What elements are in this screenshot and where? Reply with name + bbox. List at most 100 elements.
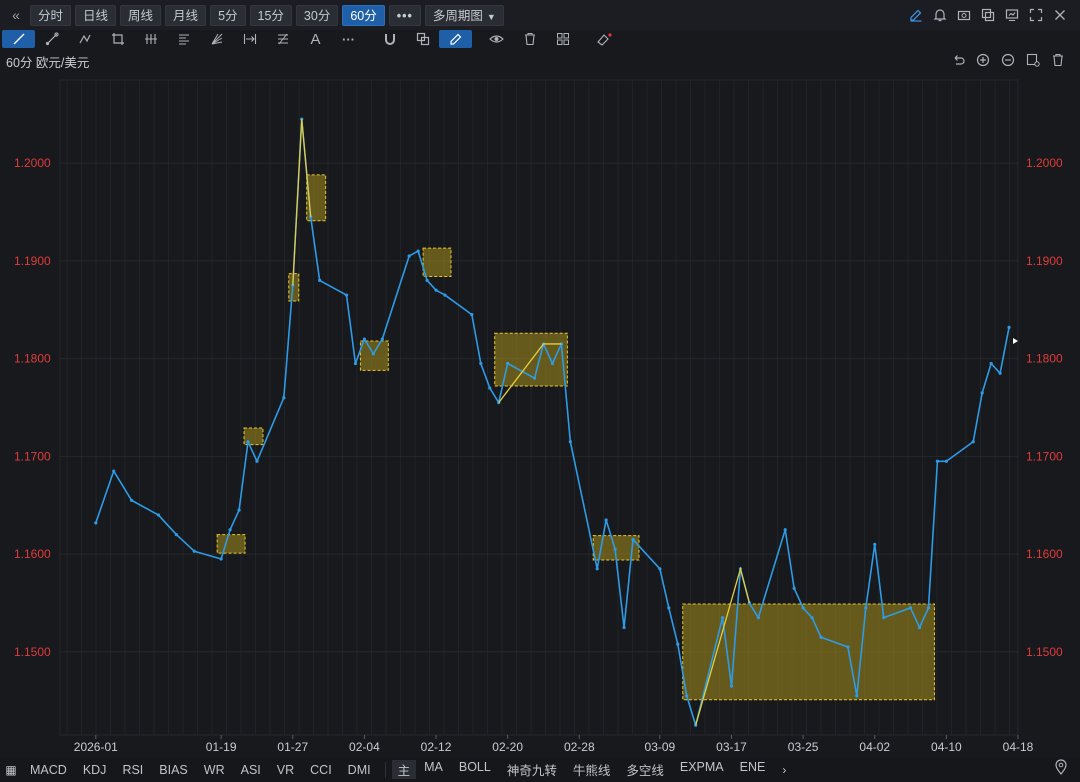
- multi-period-dropdown[interactable]: 多周期图 ▼: [424, 4, 504, 26]
- price-point: [237, 508, 241, 512]
- pattern-box-8: [682, 603, 935, 701]
- period-tab-5[interactable]: 15分: [249, 4, 292, 26]
- settings-icon[interactable]: [1020, 51, 1045, 69]
- price-point: [864, 606, 868, 610]
- period-tab-7[interactable]: 60分: [342, 4, 385, 26]
- group-icon[interactable]: [546, 30, 579, 48]
- indicator-r-3[interactable]: 牛熊线: [572, 764, 611, 778]
- range-tool-icon[interactable]: [233, 30, 266, 48]
- indicator-r-0[interactable]: MA: [424, 760, 443, 774]
- delete-icon[interactable]: [1045, 51, 1070, 69]
- price-point: [550, 361, 555, 366]
- price-point: [595, 567, 599, 571]
- period-tab-4[interactable]: 5分: [210, 4, 246, 26]
- copy-window-icon[interactable]: [976, 4, 1000, 26]
- pattern-box-3: [306, 174, 327, 222]
- plot-frame: [59, 79, 1019, 736]
- layers-icon[interactable]: [406, 30, 439, 48]
- indicator-l-3[interactable]: BIAS: [159, 762, 188, 777]
- indicator-r-5[interactable]: EXPMA: [679, 760, 724, 774]
- main-indicator-label[interactable]: 主: [391, 760, 417, 779]
- y-tick-right: 1.1700: [1026, 449, 1063, 463]
- monitor-icon[interactable]: [1000, 4, 1024, 26]
- price-chart[interactable]: 1.1500 1.1500 1.1600 1.1600 1.1700 1.1700 1.18…: [0, 70, 1080, 757]
- x-tick-label: 02-20: [492, 740, 523, 754]
- fan-tool-icon[interactable]: [200, 30, 233, 48]
- period-tab-2[interactable]: 周线: [120, 4, 162, 26]
- parallel-lines-icon[interactable]: [167, 30, 200, 48]
- collapse-left-icon[interactable]: «: [12, 7, 20, 23]
- price-point: [344, 293, 349, 297]
- price-point: [926, 606, 931, 610]
- x-tick-label: 02-04: [349, 740, 380, 754]
- trash-icon[interactable]: [513, 30, 546, 48]
- zoom-out-icon[interactable]: [995, 51, 1020, 69]
- period-tab-0[interactable]: 分时: [30, 4, 72, 26]
- indicator-r-6[interactable]: ENE: [739, 760, 766, 774]
- price-point: [971, 440, 975, 444]
- period-tab-6[interactable]: 30分: [295, 4, 339, 26]
- price-point: [425, 278, 429, 283]
- fork-tool-icon[interactable]: [134, 30, 167, 48]
- indicator-l-6[interactable]: VR: [276, 762, 295, 777]
- price-point: [613, 547, 617, 551]
- line-tool-icon[interactable]: [2, 30, 35, 48]
- indicator-r-1[interactable]: BOLL: [458, 760, 491, 774]
- close-icon[interactable]: [1048, 4, 1072, 26]
- y-tick-left: 1.1700: [14, 449, 51, 463]
- divider: [384, 761, 386, 778]
- price-point: [792, 586, 796, 590]
- camera-icon[interactable]: [952, 4, 976, 26]
- price-point: [783, 528, 787, 532]
- eye-icon[interactable]: [480, 30, 513, 48]
- price-point: [362, 337, 367, 341]
- crop-tool-icon[interactable]: [101, 30, 134, 48]
- chevron-down-icon: ▼: [486, 11, 496, 22]
- period-tab-3[interactable]: 月线: [165, 4, 207, 26]
- price-point: [228, 528, 232, 532]
- x-tick-label: 01-19: [206, 740, 237, 754]
- indicator-l-2[interactable]: RSI: [122, 762, 144, 777]
- indicator-l-5[interactable]: ASI: [240, 762, 261, 777]
- chevron-right-icon[interactable]: ›: [782, 762, 787, 777]
- indicator-r-4[interactable]: 多空线: [626, 764, 664, 778]
- chart-controls: [945, 51, 1070, 69]
- x-tick-label: 2026-01: [74, 740, 118, 754]
- indicator-l-0[interactable]: MACD: [30, 762, 67, 777]
- price-point: [479, 361, 483, 366]
- indicator-l-4[interactable]: WR: [203, 762, 225, 777]
- pencil-icon[interactable]: [904, 4, 928, 26]
- calendar-grid-icon[interactable]: ▦: [5, 762, 17, 777]
- ray-tool-icon[interactable]: [35, 30, 68, 48]
- text-tool-icon[interactable]: A: [310, 30, 321, 48]
- more-periods-button[interactable]: •••: [388, 4, 421, 26]
- price-point: [729, 684, 734, 688]
- price-point: [443, 293, 447, 297]
- indicator-l-8[interactable]: DMI: [347, 762, 371, 777]
- indicator-l-1[interactable]: KDJ: [82, 762, 107, 777]
- more-tools-icon[interactable]: ···: [342, 31, 355, 47]
- eraser-icon[interactable]: [587, 30, 620, 48]
- price-point: [685, 694, 689, 698]
- price-point: [112, 469, 116, 473]
- period-tab-1[interactable]: 日线: [75, 4, 117, 26]
- fib-tool-icon[interactable]: [266, 30, 299, 48]
- y-tick-left: 1.1500: [14, 645, 51, 659]
- polyline-tool-icon[interactable]: [68, 30, 101, 48]
- indicator-r-2[interactable]: 神奇九转: [506, 764, 557, 778]
- bell-icon[interactable]: [928, 4, 952, 26]
- undo-icon[interactable]: [945, 51, 970, 69]
- price-point: [1007, 325, 1011, 329]
- indicators-left: MACD KDJ RSI BIAS WR ASI VR CCI DMI: [22, 763, 379, 777]
- y-tick-left: 1.1600: [14, 547, 51, 561]
- fullscreen-icon[interactable]: [1024, 4, 1048, 26]
- y-tick-right: 1.1800: [1026, 352, 1063, 366]
- draw-active-icon[interactable]: [439, 30, 472, 48]
- x-tick-label: 03-17: [716, 740, 747, 754]
- multi-period-label: 多周期图: [432, 8, 483, 23]
- indicator-l-7[interactable]: CCI: [310, 762, 332, 777]
- zoom-in-icon[interactable]: [970, 51, 995, 69]
- magnet-icon[interactable]: [373, 30, 406, 48]
- price-point: [488, 386, 492, 390]
- location-pin-icon[interactable]: [1054, 759, 1068, 778]
